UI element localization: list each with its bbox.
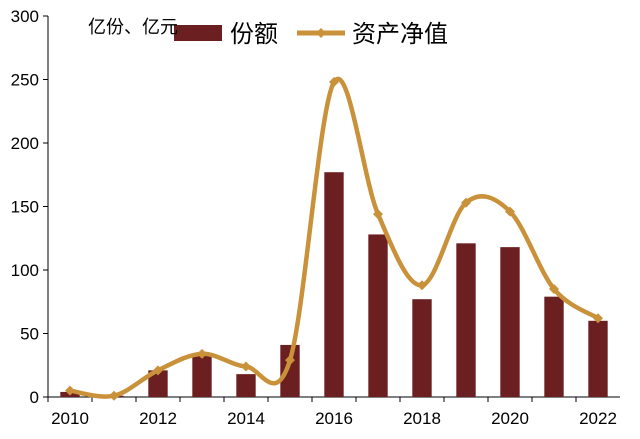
nav-point-2011 [109, 390, 119, 401]
nav-point-2019 [461, 197, 471, 208]
bar-2015 [280, 344, 300, 397]
bar-series-shares [60, 172, 608, 397]
nav-point-2014 [241, 361, 251, 372]
legend-label-nav: 资产净值 [352, 20, 448, 48]
nav-point-2015 [285, 355, 295, 366]
y-tick-label: 200 [11, 134, 39, 153]
x-tick-label: 2016 [315, 409, 353, 428]
bar-2022 [588, 320, 608, 397]
nav-point-2020 [505, 206, 515, 217]
nav-point-2022 [593, 313, 603, 324]
x-tick-label: 2010 [51, 409, 89, 428]
y-tick-label: 0 [30, 388, 39, 407]
nav-point-2018 [417, 280, 427, 291]
bar-2021 [544, 296, 564, 397]
nav-point-2010 [65, 385, 75, 396]
bar-2018 [412, 299, 432, 397]
nav-point-2017 [373, 209, 383, 220]
legend-label-shares: 份额 [230, 20, 278, 48]
x-tick-label: 2018 [403, 409, 441, 428]
y-tick-label: 150 [11, 198, 39, 217]
bar-2019 [456, 243, 476, 397]
bar-2020 [500, 247, 520, 397]
y-tick-label: 250 [11, 71, 39, 90]
x-tick-label: 2012 [139, 409, 177, 428]
y-tick-label: 100 [11, 261, 39, 280]
x-tick-label: 2022 [579, 409, 617, 428]
y-axis: 0 50 100 150 200 250 300 [11, 7, 49, 407]
bar-2013 [192, 355, 212, 397]
nav-point-2013 [197, 348, 207, 359]
bar-2016 [324, 172, 344, 397]
y-tick-label: 300 [11, 7, 39, 26]
x-tick-label: 2020 [491, 409, 529, 428]
nav-point-2021 [549, 284, 559, 295]
nav-point-2016 [329, 77, 339, 88]
unit-label: 亿份、亿元 [88, 17, 178, 38]
bar-2012 [148, 370, 168, 397]
nav-point-2012 [153, 365, 163, 376]
y-tick-label: 50 [20, 325, 39, 344]
x-axis: 2010 2012 2014 2016 2018 2020 2022 [47, 396, 620, 428]
bar-2014 [236, 374, 256, 397]
legend-swatch-shares [174, 25, 222, 41]
x-tick-label: 2014 [227, 409, 265, 428]
legend-marker-nav [316, 28, 326, 38]
legend: 份额 资产净值 [174, 20, 448, 48]
bar-2017 [368, 234, 388, 397]
line-series-nav [65, 76, 603, 401]
